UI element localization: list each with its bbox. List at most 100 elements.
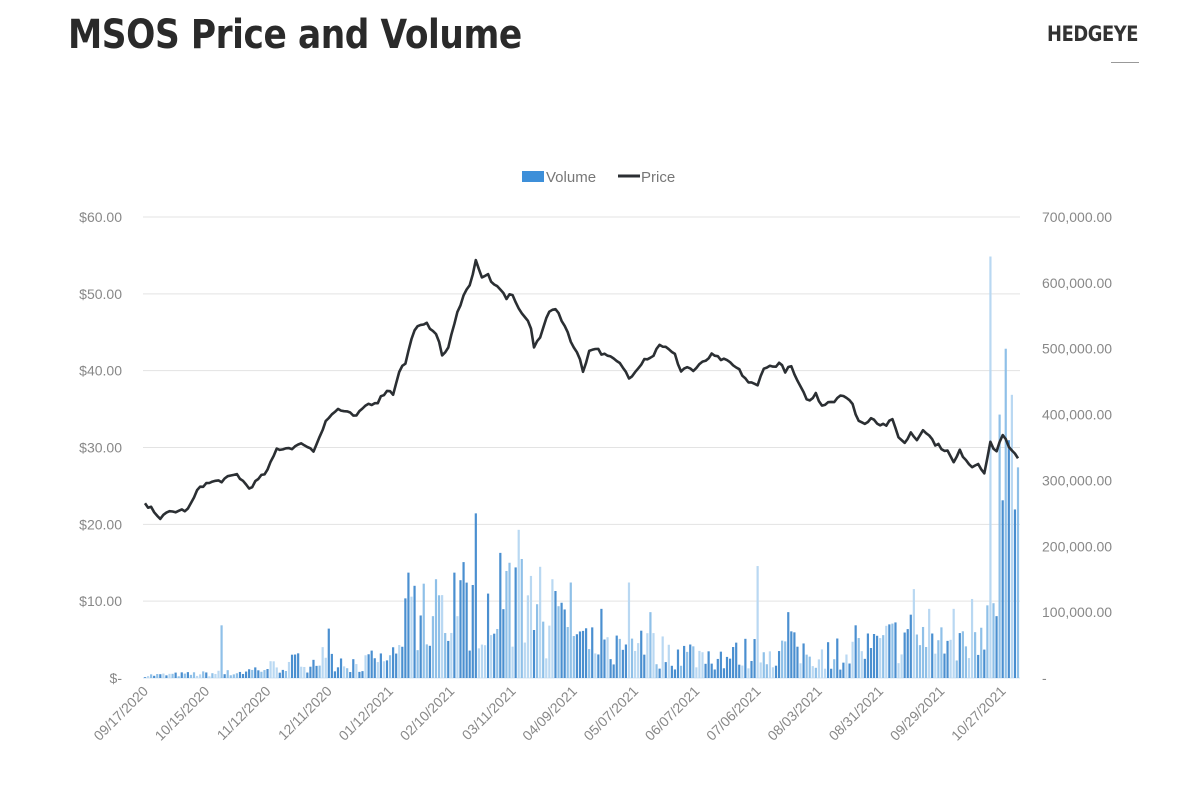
volume-bar [211,673,214,678]
volume-bar [597,654,600,678]
volume-bar [382,661,386,678]
x-tick-label: 10/15/2020 [152,683,213,744]
volume-bar [266,669,269,678]
volume-bar [554,591,557,678]
volume-bar [205,672,208,678]
volume-bar [376,662,379,678]
volume-bar [1001,500,1004,678]
volume-bar [594,653,597,678]
volume-bar [578,631,582,678]
volume-bar [606,637,609,678]
volume-bar [370,650,373,678]
volume-bar [753,639,756,678]
volume-bar [676,649,680,678]
volume-bar [817,659,820,678]
volume-bar [799,663,802,678]
volume-bar [312,659,315,678]
x-tick-label: 04/09/2021 [519,683,580,744]
volume-bar [456,616,459,678]
volume-bar [796,646,799,678]
volume-bar [514,567,517,678]
volume-bar [278,672,281,678]
volume-bar [900,654,903,678]
volume-bar [339,658,343,678]
volume-bar [477,648,480,678]
volume-bar [823,668,827,678]
volume-bar [551,579,554,678]
volume-bar [263,670,266,678]
volume-bar [983,649,986,678]
volume-bar [189,674,193,678]
volume-bar [627,582,631,678]
volume-bar [673,669,677,678]
volume-bar [226,670,229,678]
volume-bar [848,663,851,678]
volume-bar [153,675,156,678]
volume-bar [716,658,719,678]
volume-bar [468,650,471,678]
volume-bar [150,674,153,678]
volume-bar [986,605,989,678]
volume-bar [560,602,563,678]
volume-bar [765,664,768,678]
volume-bar [269,661,272,678]
volume-bar [842,662,845,678]
volume-bar [695,667,698,678]
volume-bar [937,640,940,678]
right-tick-label: 400,000.00 [1042,407,1112,423]
volume-bar [830,668,833,678]
volume-bar [744,638,747,678]
volume-bar [229,675,232,678]
volume-bar [444,633,447,678]
volume-bar [1016,467,1020,678]
volume-bar [416,650,419,678]
volume-bar [186,672,189,678]
legend: Volume Price [522,169,675,186]
volume-bar [336,667,340,678]
volume-bar [931,633,934,678]
volume-bar [508,562,511,678]
volume-bar [781,640,784,678]
volume-bar [238,671,242,678]
volume-bar [183,673,186,678]
volume-bar [349,672,352,678]
volume-bar [882,635,885,678]
volume-bar [1010,394,1013,678]
volume-bar [655,664,658,678]
volume-bar [300,666,303,678]
volume-bars [143,256,1020,678]
volume-bar [542,621,545,678]
volume-bar [581,630,585,678]
volume-bar [244,671,248,678]
volume-bar [493,633,496,678]
volume-bar [707,651,710,678]
volume-bar [790,631,793,678]
volume-bar [689,644,692,678]
volume-bar [958,633,961,678]
volume-bar [474,513,477,678]
volume-bar [875,635,879,678]
volume-bar [784,641,787,678]
volume-bar [490,635,493,678]
volume-bar [934,653,937,678]
volume-bar [159,674,162,678]
volume-bar [398,645,401,678]
volume-bar [333,671,337,678]
volume-bar [202,671,205,678]
volume-bar [143,677,147,678]
volume-bar [535,604,539,678]
volume-bar [248,669,251,678]
volume-bar [483,645,487,678]
volume-bar [260,671,263,678]
left-tick-label: $20.00 [79,516,122,532]
volume-bar [750,660,753,678]
volume-bar [845,654,848,678]
volume-bar [303,666,306,678]
volume-bar [670,665,673,678]
volume-bar [692,646,695,678]
volume-bar [851,641,854,678]
volume-bar [774,665,778,678]
volume-bar [584,628,588,678]
volume-bar [928,608,931,678]
